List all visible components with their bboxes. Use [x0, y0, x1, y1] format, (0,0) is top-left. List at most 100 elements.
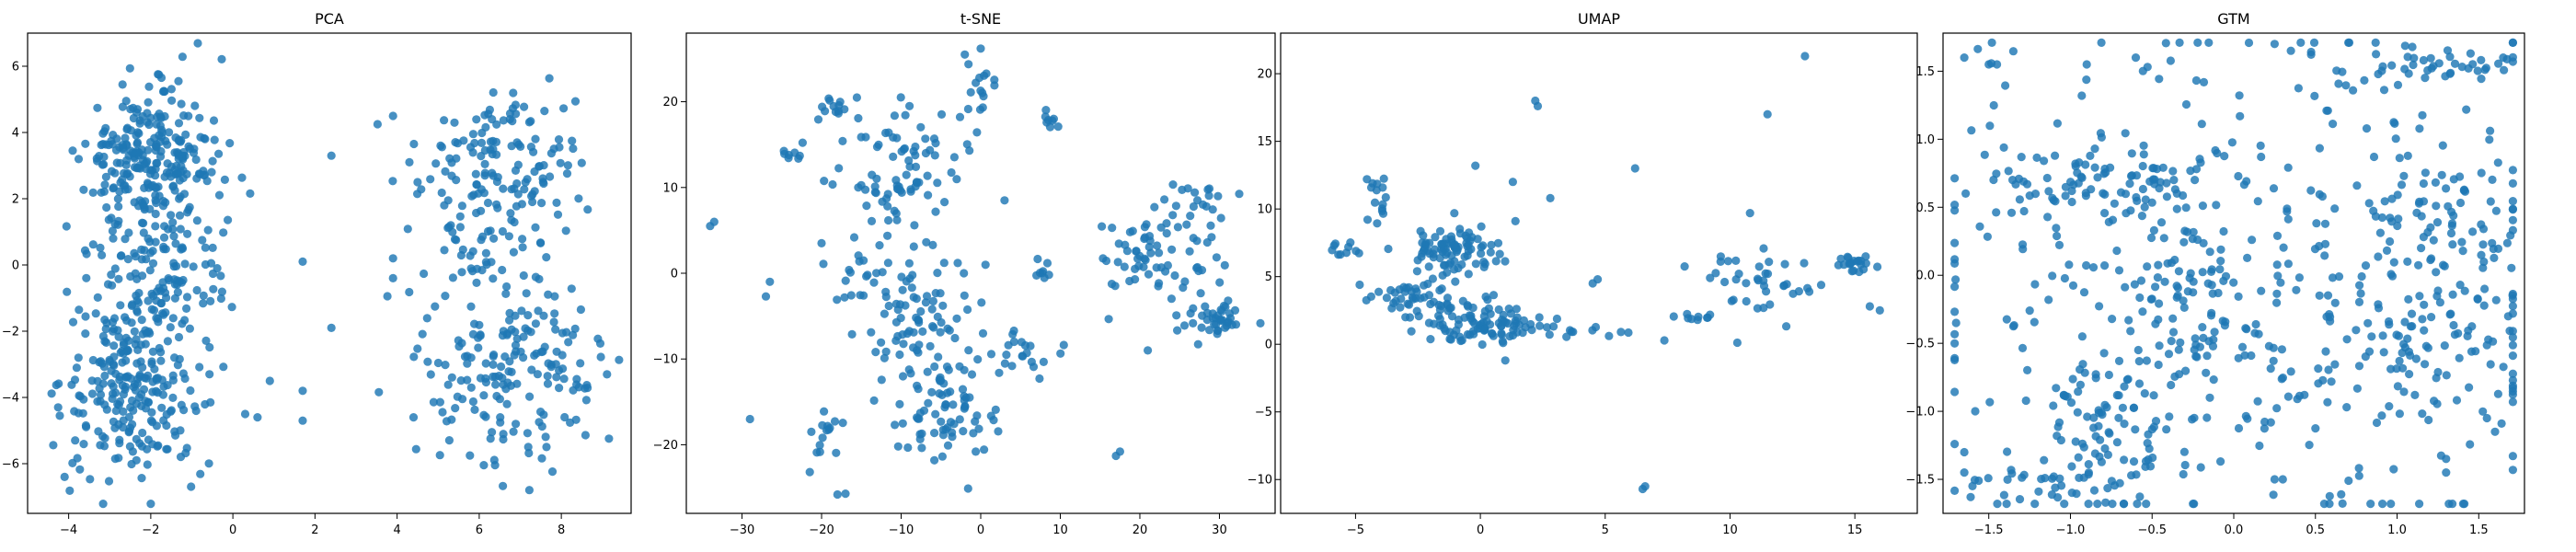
- data-point: [1971, 407, 1980, 416]
- data-point: [833, 295, 842, 305]
- x-tick-label: −2: [142, 523, 159, 537]
- data-point: [1445, 259, 1455, 268]
- data-point: [2060, 273, 2069, 283]
- data-point: [1189, 201, 1198, 212]
- data-point: [962, 140, 972, 149]
- data-point: [2320, 219, 2330, 228]
- data-point: [1412, 267, 1421, 276]
- data-point: [2508, 294, 2517, 304]
- data-point: [2032, 153, 2041, 162]
- data-point: [2493, 389, 2502, 398]
- data-point: [867, 216, 877, 225]
- data-point: [2189, 500, 2198, 509]
- data-point: [2123, 374, 2133, 384]
- data-point: [417, 185, 426, 194]
- data-point: [552, 198, 561, 207]
- data-point: [854, 183, 863, 192]
- data-point: [2389, 118, 2398, 127]
- data-point: [2314, 364, 2323, 374]
- data-point: [2334, 79, 2343, 88]
- data-point: [960, 291, 969, 300]
- data-point: [2255, 441, 2264, 451]
- data-point: [904, 155, 914, 166]
- data-point: [154, 70, 163, 79]
- data-point: [2427, 254, 2436, 263]
- data-point: [1973, 44, 1983, 53]
- data-point: [132, 274, 142, 283]
- data-point: [2468, 60, 2478, 69]
- data-point: [1950, 440, 1960, 449]
- data-point: [542, 253, 551, 262]
- data-point: [878, 197, 887, 206]
- data-point: [854, 113, 863, 123]
- data-point: [846, 291, 856, 300]
- data-point: [100, 337, 109, 346]
- data-point: [2322, 106, 2331, 115]
- data-point: [2310, 91, 2319, 100]
- data-point: [474, 343, 483, 352]
- data-point: [1720, 277, 1730, 287]
- data-point: [148, 387, 157, 397]
- data-point: [146, 500, 155, 509]
- data-point: [884, 301, 893, 311]
- data-point: [761, 292, 771, 301]
- data-point: [871, 348, 880, 357]
- data-point: [2403, 257, 2412, 266]
- data-point: [1950, 174, 1960, 183]
- data-point: [237, 173, 247, 182]
- data-point: [455, 212, 465, 221]
- data-point: [927, 305, 937, 314]
- data-point: [529, 147, 538, 156]
- data-point: [1464, 270, 1473, 279]
- data-point: [127, 459, 136, 469]
- data-point: [2276, 278, 2285, 287]
- data-point: [466, 383, 476, 392]
- data-point: [2030, 500, 2040, 509]
- data-point: [2385, 320, 2394, 329]
- data-point: [88, 355, 98, 365]
- data-point: [472, 208, 481, 218]
- data-point: [2386, 500, 2396, 509]
- data-point: [926, 341, 935, 351]
- data-point: [2286, 367, 2295, 376]
- data-point: [501, 289, 511, 298]
- data-point: [2216, 457, 2225, 466]
- data-point: [2394, 331, 2403, 340]
- data-point: [411, 444, 420, 454]
- data-point: [2181, 99, 2191, 109]
- data-point: [1197, 266, 1207, 275]
- data-point: [2145, 462, 2156, 471]
- data-point: [1145, 236, 1155, 246]
- data-point: [1803, 283, 1812, 293]
- data-point: [1980, 150, 1989, 159]
- data-point: [2392, 364, 2401, 374]
- data-point: [2077, 332, 2087, 341]
- data-point: [471, 169, 480, 178]
- data-point: [2372, 418, 2382, 428]
- data-point: [2415, 124, 2424, 133]
- data-point: [1215, 278, 1225, 287]
- data-point: [505, 308, 514, 317]
- data-point: [2426, 53, 2435, 63]
- data-point: [1562, 332, 1571, 341]
- data-point: [980, 445, 989, 454]
- data-point: [2378, 331, 2387, 340]
- data-point: [47, 389, 56, 398]
- data-point: [2067, 197, 2076, 207]
- data-point: [883, 259, 893, 268]
- data-point: [2260, 424, 2269, 433]
- data-point: [540, 107, 549, 116]
- data-point: [2180, 460, 2190, 470]
- data-point: [457, 268, 466, 277]
- data-point: [838, 419, 847, 428]
- data-point: [1873, 262, 1882, 271]
- data-point: [2508, 302, 2517, 311]
- data-point: [963, 484, 972, 493]
- data-point: [817, 238, 826, 247]
- data-point: [2344, 476, 2353, 486]
- data-point: [440, 246, 449, 255]
- data-point: [2021, 396, 2030, 406]
- data-point: [2477, 250, 2486, 259]
- data-point: [1680, 262, 1689, 271]
- data-point: [1125, 227, 1134, 236]
